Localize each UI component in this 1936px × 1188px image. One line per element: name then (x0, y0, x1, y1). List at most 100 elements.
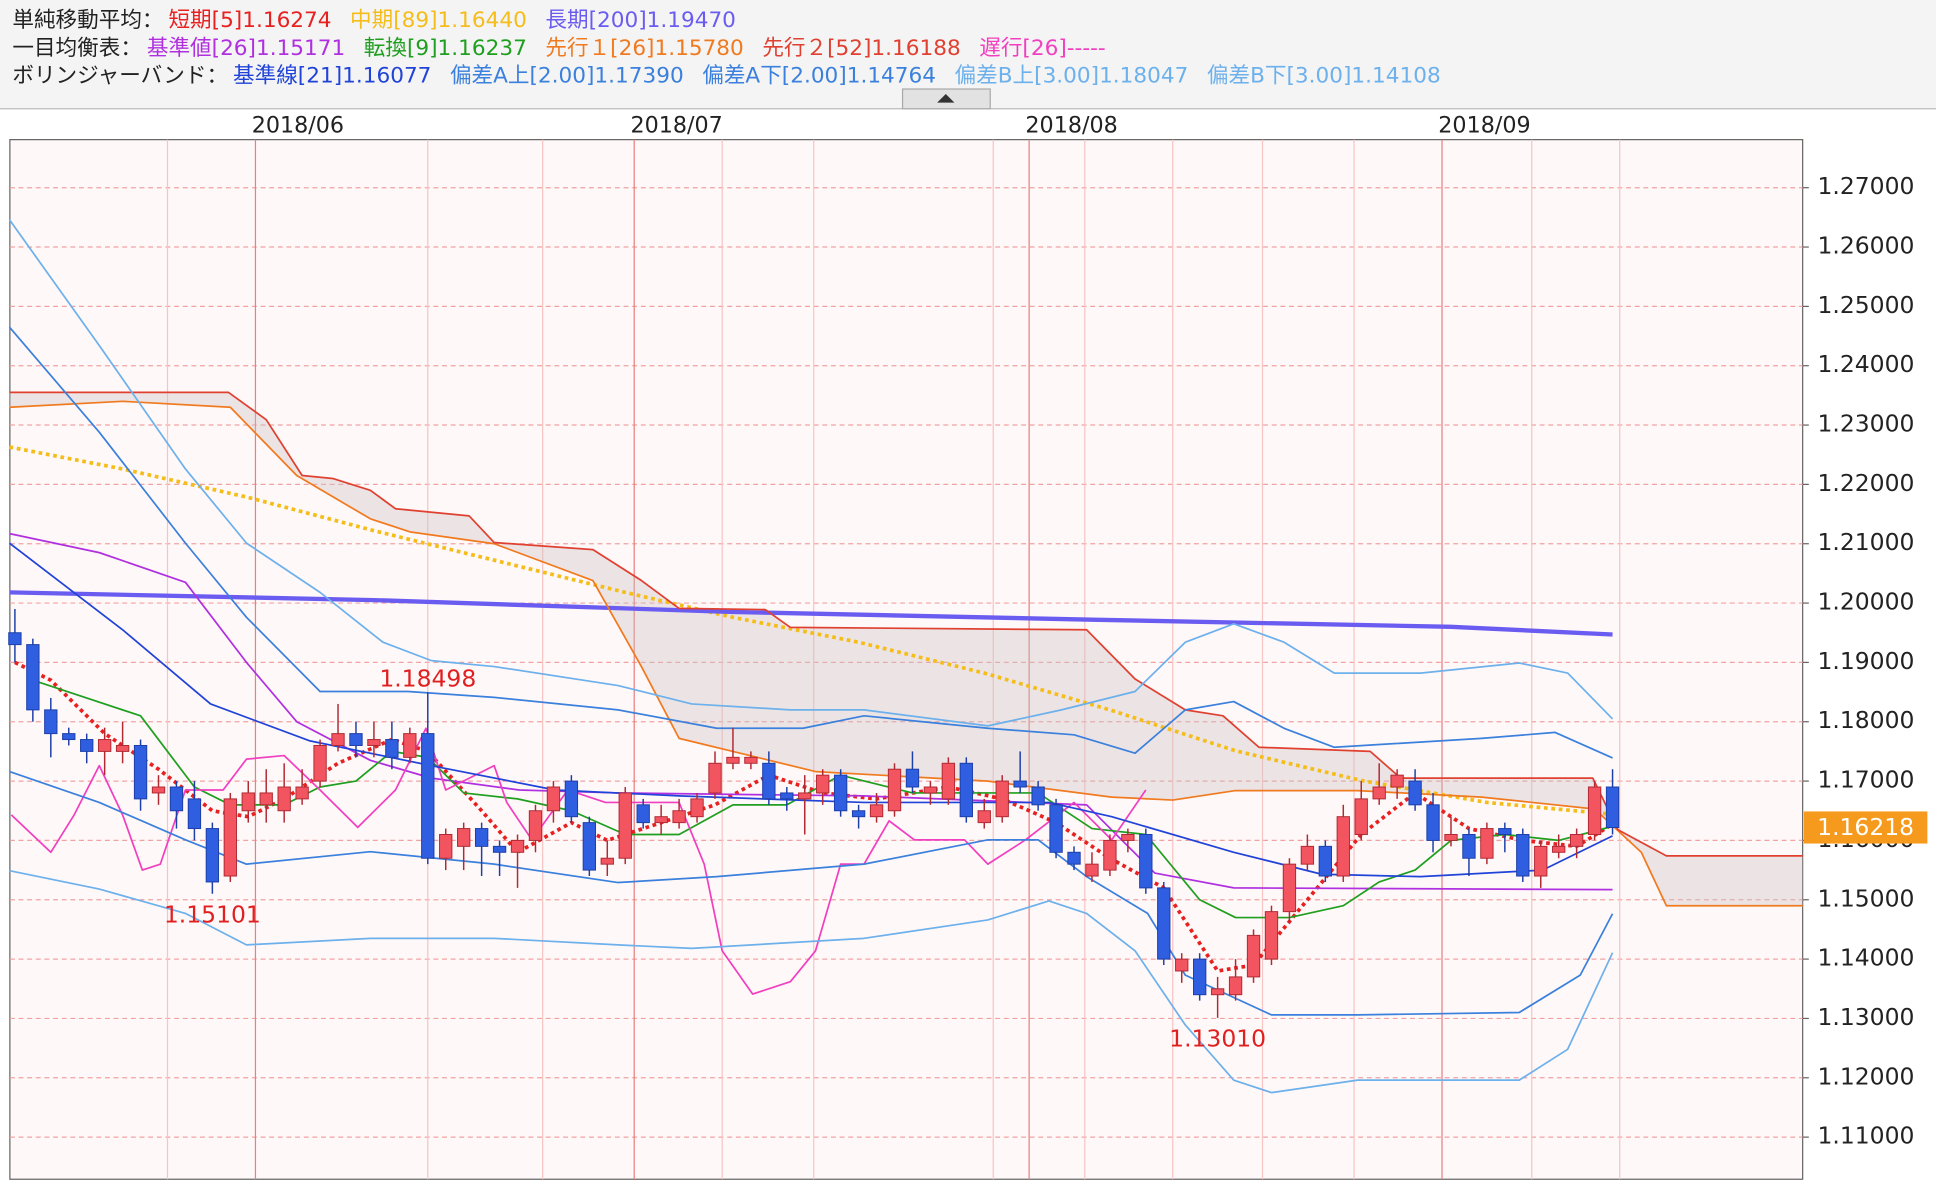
y-tick-label: 1.23000 (1817, 410, 1914, 438)
candle-body (744, 756, 758, 764)
candle-body (1175, 958, 1189, 972)
candle-body (1336, 816, 1350, 877)
legend-entry: 中期[89]1.16440 (350, 8, 527, 33)
candle-body (798, 792, 812, 800)
candle-body (726, 756, 740, 764)
candle-body (923, 786, 938, 794)
legend-entry: 偏差A下[2.00]1.14764 (702, 64, 936, 89)
candle-body (1605, 786, 1620, 828)
candle-body (1139, 833, 1153, 889)
candle-body (582, 822, 597, 871)
legend-entry: 長期[200]1.19470 (545, 8, 736, 33)
y-tick-label: 1.12000 (1817, 1062, 1914, 1090)
candle-body (1300, 845, 1315, 865)
candle-body (385, 739, 399, 758)
candle-body (457, 828, 471, 847)
legend-entry: 転換[9]1.16237 (364, 36, 527, 61)
legend-entry: 偏差A上[2.00]1.17390 (450, 64, 684, 89)
legend-entry: 先行１[26]1.15780 (545, 36, 743, 61)
candle-body (367, 739, 381, 746)
candle-body (474, 828, 489, 847)
candle-body (421, 733, 435, 859)
y-tick-label: 1.27000 (1817, 172, 1914, 200)
candle-body (1552, 845, 1566, 853)
y-tick-label: 1.18000 (1817, 706, 1914, 734)
x-tick-label: 2018/06 (252, 113, 344, 139)
price-annotation: 1.18498 (379, 664, 476, 692)
candle-body (1193, 958, 1207, 996)
indicator-line (9, 869, 1614, 1094)
candle-body (1013, 780, 1027, 788)
candle-body (241, 792, 255, 812)
candle-layer (8, 609, 1620, 1018)
candle-body (690, 798, 704, 818)
legend-entry: 先行２[52]1.16188 (762, 36, 960, 61)
indicator-line (8, 542, 1613, 878)
candle-body (1103, 839, 1117, 871)
candle-body (905, 768, 920, 788)
candle-body (1318, 845, 1333, 877)
candle-body (564, 780, 579, 818)
indicator-group-title: ボリンジャーバンド： (12, 64, 228, 89)
candle-body (1228, 976, 1243, 996)
candle-body (1408, 780, 1422, 806)
y-tick-label: 1.17000 (1817, 766, 1914, 794)
candle-body (492, 845, 507, 853)
candle-body (1516, 833, 1530, 877)
candle-body (1282, 863, 1297, 913)
y-tick-label: 1.22000 (1817, 469, 1914, 497)
candle-body (1067, 851, 1081, 865)
candle-body (1210, 988, 1225, 996)
candle-body (277, 786, 291, 812)
legend-entry: 短期[5]1.16274 (168, 8, 331, 33)
candle-body (313, 744, 327, 782)
candle-body (510, 839, 525, 853)
candle-body (80, 739, 94, 752)
grid-layer (9, 139, 1803, 1180)
x-tick-label: 2018/09 (1438, 113, 1530, 139)
y-tick-label: 1.25000 (1817, 291, 1914, 319)
candle-body (977, 810, 991, 824)
indicator-line (9, 400, 1803, 907)
candle-body (780, 792, 794, 800)
candle-body (1246, 934, 1261, 978)
candle-body (97, 739, 112, 752)
candle-body (1085, 863, 1099, 877)
y-tick-label: 1.21000 (1817, 528, 1914, 556)
y-tick-label: 1.11000 (1817, 1122, 1914, 1150)
candle-body (1390, 774, 1404, 788)
x-tick-label: 2018/08 (1025, 113, 1117, 139)
candle-body (1444, 833, 1458, 841)
last-price-label: 1.16218 (1817, 813, 1914, 841)
candle-body (62, 733, 76, 741)
candle-body (187, 798, 202, 830)
legend-entry: 偏差B上[3.00]1.18047 (955, 64, 1189, 89)
candle-body (869, 804, 884, 818)
y-tick-label: 1.20000 (1817, 588, 1914, 616)
candle-body (887, 768, 902, 812)
candle-body (1534, 845, 1548, 877)
candle-body (44, 709, 58, 735)
candle-body (995, 780, 1009, 818)
candle-body (1372, 786, 1386, 800)
indicator-line (8, 326, 1613, 759)
candle-body (295, 786, 309, 800)
candle-body (654, 816, 668, 824)
text-layer: 1.27000 1.26000 1.25000 1.24000 1.23000 1.220… (164, 113, 1928, 1150)
legend-entry: 遅行[26]----- (979, 36, 1105, 61)
candle-body (169, 786, 184, 812)
candle-body (816, 774, 830, 794)
candle-body (546, 786, 561, 812)
candle-body (762, 762, 776, 800)
candle-body (133, 744, 148, 800)
x-tick-label: 2018/07 (631, 113, 723, 139)
candle-body (1031, 786, 1045, 806)
y-tick-label: 1.15000 (1817, 884, 1914, 912)
candle-body (115, 744, 130, 752)
candle-body (1354, 798, 1368, 835)
y-tick-label: 1.24000 (1817, 350, 1914, 378)
candle-body (851, 810, 866, 818)
indicator-line (9, 770, 1614, 1016)
indicator-line (9, 590, 1613, 637)
